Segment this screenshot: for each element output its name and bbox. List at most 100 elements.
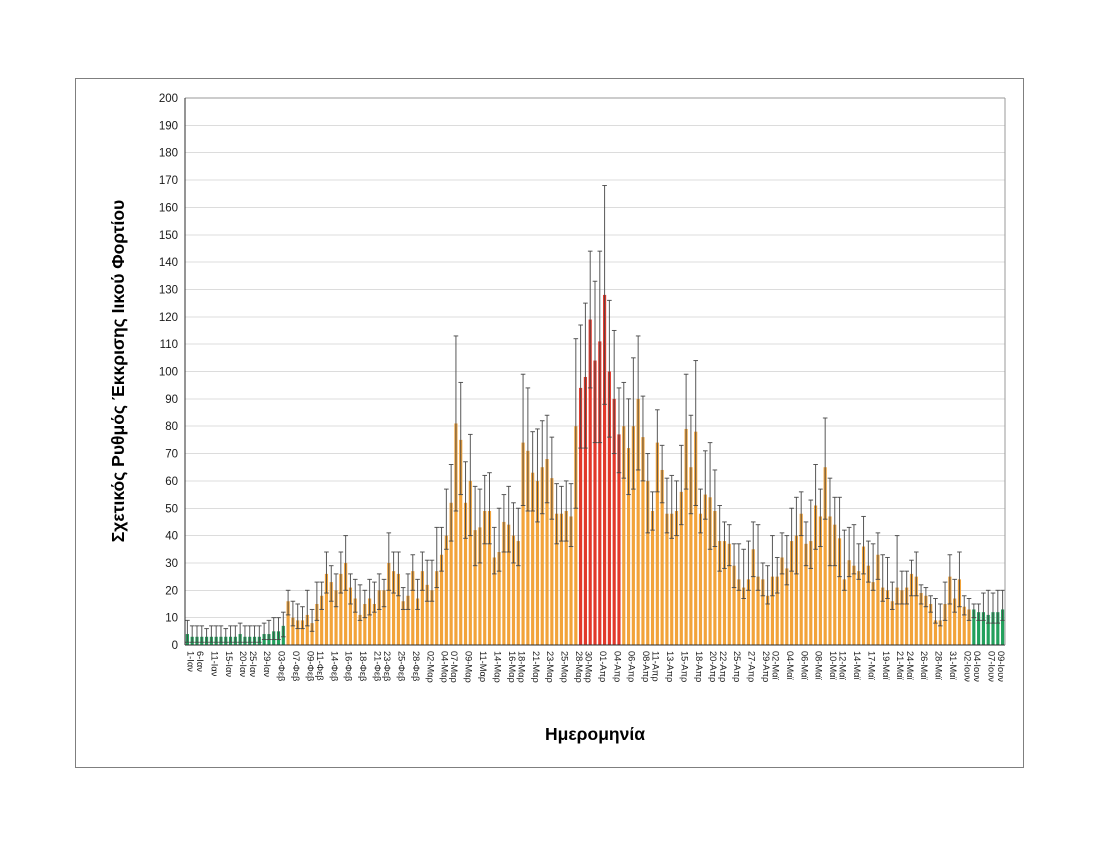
bar: [967, 609, 971, 645]
x-tick-label: 14-Μαϊ: [852, 651, 862, 681]
error-bar: [904, 570, 909, 605]
error-bar: [885, 556, 890, 600]
error-bar: [702, 450, 708, 520]
error-bar: [626, 398, 631, 496]
bar: [785, 568, 789, 645]
error-bar: [798, 491, 804, 537]
error-bar: [233, 625, 238, 643]
error-bar: [549, 436, 555, 520]
x-tick-label: 07-Ιουν: [986, 651, 996, 682]
bar: [564, 510, 568, 645]
error-bar: [650, 491, 655, 531]
error-bar: [396, 551, 401, 597]
bar: [977, 612, 981, 645]
error-bar: [352, 578, 358, 613]
error-bar: [381, 578, 387, 608]
bar: [794, 535, 798, 645]
error-bar: [832, 496, 838, 567]
x-tick-label: 28-Μαϊ: [934, 651, 944, 681]
bar: [324, 573, 329, 645]
error-bar: [515, 507, 521, 567]
error-bar: [209, 625, 214, 643]
bar: [761, 579, 765, 645]
error-bar: [415, 578, 420, 610]
bar: [905, 587, 909, 645]
error-bar: [391, 551, 396, 594]
x-tick-label: 09-Μαρ: [464, 651, 474, 683]
bar: [396, 573, 400, 645]
bar: [708, 497, 712, 645]
error-bar: [252, 625, 257, 643]
error-bar: [400, 587, 406, 610]
error-bar: [731, 543, 737, 589]
error-bar: [434, 526, 440, 589]
bar: [392, 571, 396, 645]
error-bar: [367, 578, 372, 616]
error-bar: [631, 357, 636, 490]
x-tick-label: 15-Απρ: [679, 651, 689, 682]
x-tick-label: 04-Απρ: [612, 651, 622, 682]
bar: [368, 598, 372, 645]
bar: [986, 614, 990, 645]
x-tick-label: 29-Ιαν: [262, 651, 272, 677]
error-bar: [362, 589, 368, 619]
bar: [694, 431, 698, 645]
bar: [732, 565, 736, 645]
bar: [444, 535, 448, 645]
bar: [550, 478, 554, 645]
x-tick-label: 16-Φεβ: [344, 651, 354, 681]
bar: [439, 554, 444, 645]
bar: [650, 510, 655, 645]
error-bar: [726, 524, 732, 567]
x-tick-label: 18-Απρ: [694, 651, 704, 682]
x-tick-label: 20-Ιαν: [238, 651, 248, 677]
x-tick-label: 14-Φεβ: [329, 651, 339, 681]
error-bar: [185, 619, 190, 643]
error-bar: [376, 573, 382, 610]
error-bar: [247, 625, 253, 643]
error-bar: [870, 543, 876, 591]
error-bar: [448, 463, 454, 542]
bar: [674, 510, 679, 645]
error-bar: [295, 603, 300, 630]
error-bar: [774, 556, 780, 594]
error-bar: [645, 453, 651, 534]
error-bar: [266, 619, 272, 641]
error-bar: [712, 469, 718, 548]
bar: [866, 565, 870, 645]
bar: [722, 541, 727, 645]
bar: [924, 595, 928, 645]
error-bar: [664, 477, 670, 534]
error-bar: [530, 431, 535, 512]
x-tick-label: 25-Απρ: [732, 651, 742, 682]
x-tick-label: 22-Απρ: [718, 651, 728, 682]
error-bar: [544, 414, 550, 504]
error-bar: [616, 387, 622, 474]
x-tick-label: 18-Μαρ: [516, 651, 526, 683]
error-bar: [535, 428, 540, 523]
error-bar: [674, 480, 679, 537]
bar: [372, 603, 376, 645]
bar: [943, 603, 947, 645]
error-bar: [511, 502, 516, 564]
error-bar: [424, 559, 430, 602]
y-tick-label: 70: [165, 449, 178, 461]
error-bar: [343, 535, 348, 591]
bar: [890, 601, 894, 645]
error-bar: [348, 573, 353, 605]
x-tick-label: 25-Μαρ: [560, 651, 570, 683]
bar: [809, 541, 813, 645]
error-bar: [693, 360, 699, 507]
error-bar: [899, 570, 905, 605]
bar: [579, 387, 583, 645]
y-tick-label: 190: [159, 120, 178, 132]
error-bar: [842, 529, 847, 591]
error-bar: [981, 592, 986, 621]
error-bar: [913, 551, 919, 597]
bar: [555, 513, 559, 645]
bar: [607, 371, 611, 645]
bar: [641, 437, 645, 645]
x-tick-label: 29-Απρ: [761, 651, 771, 682]
y-tick-label: 180: [159, 148, 178, 160]
